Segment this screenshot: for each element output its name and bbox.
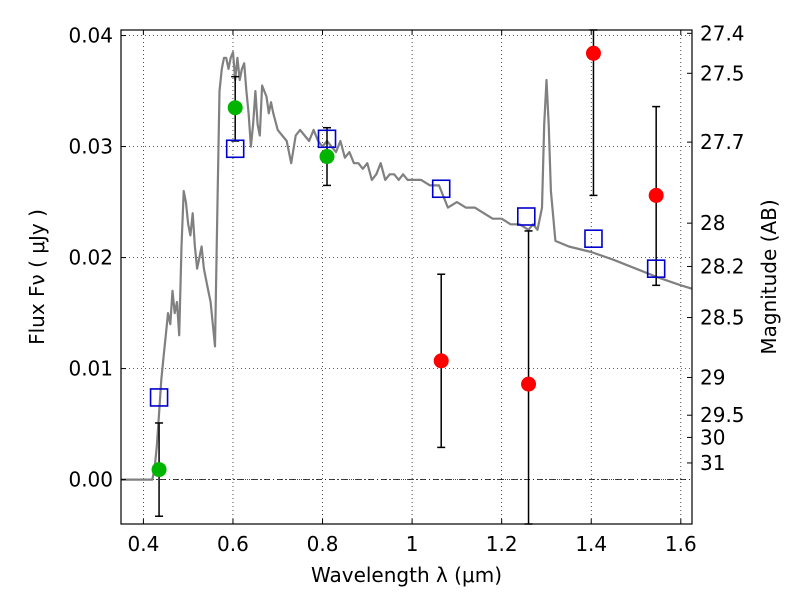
right-tick-label: 29.5 (700, 403, 745, 427)
axis-ticks: 0.4 0.6 0.8 1 1.2 1.4 1.6 0.00 0.01 0.02 0.03 0.04 2… (68, 21, 744, 556)
detection-point (319, 149, 335, 165)
right-tick-label: 28 (700, 211, 725, 235)
model-square-point (431, 179, 451, 199)
upper-limit-point (521, 376, 537, 392)
right-axis-label: Magnitude (AB) (757, 199, 781, 354)
y-tick-label: 0.04 (68, 24, 113, 48)
right-tick-label: 30 (700, 425, 725, 449)
x-tick-label: 1 (406, 532, 419, 556)
right-tick-label: 28.5 (700, 306, 745, 330)
x-tick-label: 0.6 (217, 532, 249, 556)
right-tick-label: 31 (700, 451, 725, 475)
model-square-point (584, 229, 603, 249)
right-tick-label: 29 (700, 365, 725, 389)
detection-point (151, 462, 167, 478)
upper-limit-point (585, 45, 601, 61)
x-tick-label: 0.8 (307, 532, 339, 556)
model-square-point (646, 259, 666, 278)
observed-points-series (151, 45, 664, 478)
y-axis-label: Flux Fν ( μJy ) (25, 209, 49, 345)
y-tick-label: 0.03 (68, 135, 113, 159)
model-square-point (149, 388, 169, 407)
model-photometry-series (149, 129, 666, 407)
plot-frame (120, 29, 693, 525)
x-tick-label: 1.4 (575, 532, 607, 556)
right-tick-label: 27.5 (700, 61, 745, 85)
y-tick-label: 0.00 (68, 468, 113, 492)
right-tick-label: 27.4 (700, 21, 745, 45)
model-square-point (516, 207, 536, 226)
model-square-point (317, 129, 337, 149)
x-tick-label: 0.4 (127, 532, 159, 556)
spectrum-series (121, 51, 693, 481)
x-axis-label: Wavelength λ (μm) (311, 563, 502, 587)
x-tick-label: 1.6 (665, 532, 697, 556)
y-tick-label: 0.02 (68, 246, 113, 270)
x-tick-label: 1.2 (486, 532, 518, 556)
right-tick-label: 27.7 (700, 130, 745, 154)
upper-limit-point (433, 353, 449, 369)
model-square-point (225, 139, 245, 159)
y-tick-label: 0.01 (68, 357, 113, 381)
spectrum-line (121, 51, 693, 481)
right-tick-label: 28.2 (700, 254, 745, 278)
upper-limit-point (648, 187, 664, 203)
detection-point (227, 100, 243, 116)
